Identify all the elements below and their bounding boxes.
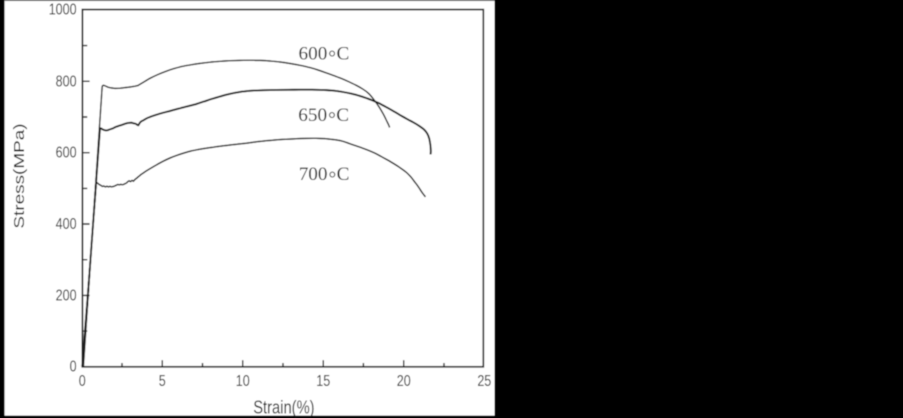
svg-text:10: 10: [236, 372, 250, 390]
svg-text:0: 0: [70, 357, 77, 375]
svg-text:650°C: 650°C: [298, 105, 349, 130]
svg-text:Strain(%): Strain(%): [253, 397, 314, 418]
svg-text:400: 400: [56, 215, 77, 233]
svg-text:25: 25: [477, 372, 491, 390]
svg-text:600: 600: [56, 143, 77, 161]
svg-text:0: 0: [79, 372, 86, 390]
svg-text:15: 15: [316, 372, 330, 390]
svg-text:600°C: 600°C: [299, 43, 350, 68]
svg-text:200: 200: [56, 286, 77, 304]
svg-text:1000: 1000: [49, 0, 77, 18]
svg-text:700°C: 700°C: [299, 164, 350, 189]
svg-text:Stress(MPa): Stress(MPa): [11, 123, 27, 228]
svg-text:800: 800: [56, 72, 77, 90]
svg-text:5: 5: [159, 372, 166, 390]
svg-text:20: 20: [397, 372, 411, 390]
